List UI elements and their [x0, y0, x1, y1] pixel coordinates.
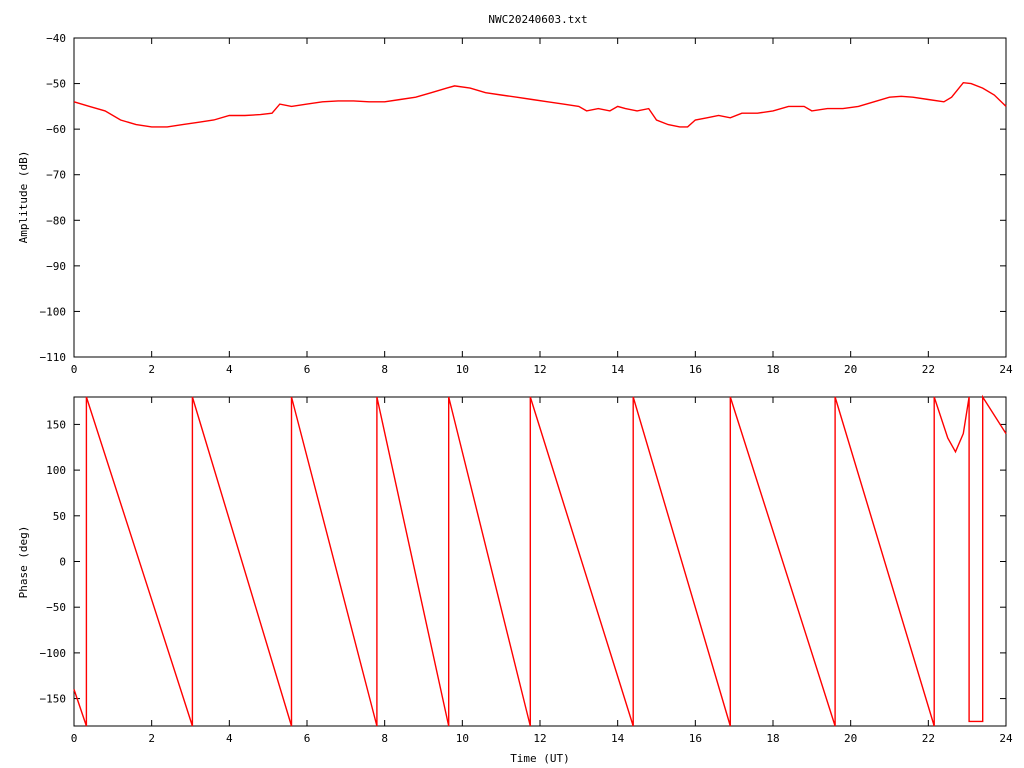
phase-x-tick-label: 22	[922, 732, 935, 745]
phase-x-tick-label: 20	[844, 732, 857, 745]
phase-y-axis-label: Phase (deg)	[17, 526, 30, 599]
amplitude-y-tick-label: −60	[46, 123, 66, 136]
amplitude-x-tick-label: 12	[533, 363, 546, 376]
phase-series	[73, 394, 1007, 727]
phase-plot-frame	[73, 396, 1007, 727]
amplitude-x-tick-label: 4	[226, 363, 233, 376]
time-x-axis-label: Time (UT)	[510, 752, 570, 765]
amplitude-x-tick-label: 14	[611, 363, 625, 376]
phase-x-tick-label: 14	[611, 732, 625, 745]
amplitude-x-tick-label: 18	[766, 363, 779, 376]
amplitude-x-tick-label: 22	[922, 363, 935, 376]
phase-panel: 0 2 4 6 8 10 12 14 16 18 20 22 24150100500−50−100−15…	[17, 394, 1013, 765]
phase-x-tick-label: 0	[71, 732, 78, 745]
amplitude-x-tick-label: 20	[844, 363, 857, 376]
amplitude-x-tick-label: 0	[71, 363, 78, 376]
phase-y-tick-label: 50	[53, 510, 66, 523]
phase-x-tick-label: 12	[533, 732, 546, 745]
amplitude-y-tick-label: −110	[40, 351, 67, 364]
amplitude-series	[73, 81, 1007, 128]
phase-x-tick-label: 2	[148, 732, 155, 745]
amplitude-series-line	[73, 81, 1007, 128]
chart-title: NWC20240603.txt	[488, 13, 587, 26]
amplitude-y-tick-label: −90	[46, 260, 66, 273]
amplitude-x-tick-label: 6	[304, 363, 311, 376]
amplitude-y-tick-label: −50	[46, 78, 66, 91]
phase-y-tick-label: −50	[46, 601, 66, 614]
phase-x-tick-label: 16	[689, 732, 702, 745]
phase-y-tick-label: 150	[46, 418, 66, 431]
amplitude-x-tick-label: 16	[689, 363, 702, 376]
phase-ticks: 0 2 4 6 8 10 12 14 16 18 20 22 24150100500−50−100−15…	[40, 397, 1013, 745]
amplitude-y-tick-label: −100	[40, 305, 67, 318]
phase-y-tick-label: −100	[40, 647, 67, 660]
phase-y-tick-label: 100	[46, 464, 66, 477]
phase-x-tick-label: 4	[226, 732, 233, 745]
amplitude-plot-frame	[73, 37, 1007, 358]
phase-x-tick-label: 8	[381, 732, 388, 745]
amplitude-y-tick-label: −40	[46, 32, 66, 45]
phase-y-tick-label: −150	[40, 693, 67, 706]
amplitude-y-tick-label: −80	[46, 214, 66, 227]
phase-x-tick-label: 18	[766, 732, 779, 745]
amplitude-ticks: 0 2 4 6 8 10 12 14 16 18 20 22 24−40−50−60−70−80−90−…	[40, 32, 1013, 376]
amplitude-y-tick-label: −70	[46, 169, 66, 182]
phase-y-tick-label: 0	[59, 556, 66, 569]
phase-x-tick-label: 10	[456, 732, 469, 745]
phase-x-tick-label: 6	[304, 732, 311, 745]
amplitude-panel: 0 2 4 6 8 10 12 14 16 18 20 22 24−40−50−60−70−80−90−…	[17, 32, 1013, 376]
amplitude-x-tick-label: 10	[456, 363, 469, 376]
phase-series-line	[73, 394, 1007, 727]
phase-x-tick-label: 24	[999, 732, 1013, 745]
amplitude-x-tick-label: 2	[148, 363, 155, 376]
amplitude-x-tick-label: 8	[381, 363, 388, 376]
amplitude-x-tick-label: 24	[999, 363, 1013, 376]
amplitude-y-axis-label: Amplitude (dB)	[17, 151, 30, 244]
